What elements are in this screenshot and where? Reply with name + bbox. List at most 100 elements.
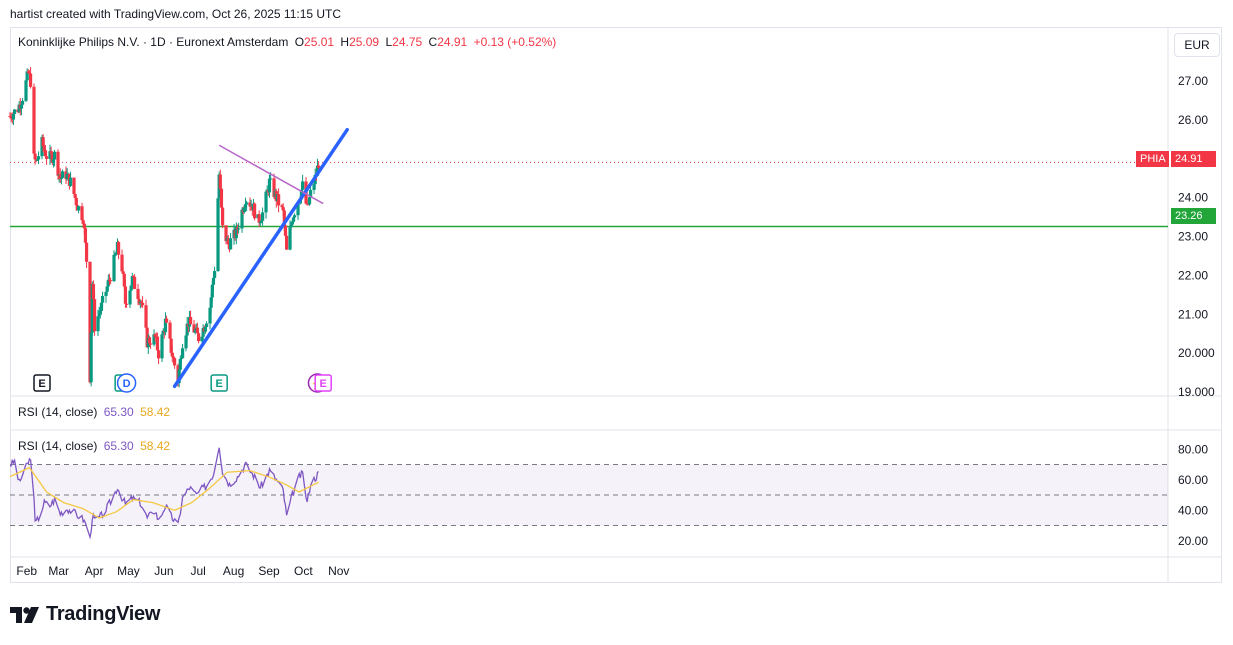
candle-body	[123, 286, 128, 304]
chart-frame	[10, 27, 1222, 583]
candle-body	[106, 279, 110, 287]
candle-body	[226, 238, 230, 245]
candle-body	[283, 225, 288, 236]
x-tick-label: Jul	[190, 564, 205, 578]
rsi-y-tick-label: 80.00	[1178, 442, 1208, 456]
candle-body	[128, 290, 132, 305]
candle-body	[228, 238, 233, 250]
candle-body	[259, 220, 264, 223]
attribution-text: hartist created with TradingView.com, Oc…	[10, 7, 342, 21]
candle-body	[84, 242, 89, 262]
candle-body	[52, 151, 57, 160]
candle-body	[73, 193, 77, 198]
event-marker-earnings-future: E	[314, 374, 332, 392]
close-value: C24.91	[428, 35, 468, 49]
event-marker-box	[33, 374, 51, 392]
candle-body	[195, 327, 200, 334]
candle-body	[301, 181, 305, 190]
candle-body	[36, 156, 41, 160]
candle-body	[97, 313, 101, 317]
candle-body	[168, 322, 172, 339]
candle-body	[83, 228, 88, 243]
x-tick-label: Apr	[85, 564, 104, 578]
candle-body	[72, 177, 76, 194]
candle-body	[242, 207, 246, 213]
rsi-line	[9, 447, 319, 540]
candle-body	[80, 206, 84, 221]
candle-body	[264, 191, 268, 213]
currency-button[interactable]: EUR	[1174, 33, 1220, 57]
candle-body	[43, 150, 48, 157]
candle-body	[219, 188, 224, 208]
event-marker-earnings-past: E	[33, 374, 51, 392]
candle-body	[155, 336, 160, 351]
x-tick-label: Jun	[154, 564, 173, 578]
rsi-label: RSI (14, close)	[18, 439, 98, 453]
candle-body	[9, 116, 13, 119]
event-marker-box	[210, 374, 228, 392]
candle-body	[179, 358, 184, 360]
candle-body	[163, 318, 168, 333]
candle-body	[196, 333, 201, 342]
candle-body	[112, 254, 116, 282]
candle-body	[124, 303, 129, 305]
open-value: O25.01	[294, 35, 335, 49]
candle-body	[148, 343, 153, 345]
candle-body	[257, 214, 261, 223]
candle-body	[90, 284, 94, 333]
candle-body	[114, 252, 118, 255]
trendline-purple	[218, 144, 324, 205]
candle-body	[169, 338, 173, 353]
event-marker-earnings: E	[210, 374, 228, 392]
candle-body	[309, 189, 313, 198]
candle-body	[92, 299, 97, 332]
y-tick-label: 24.00	[1178, 191, 1208, 205]
candle-body	[12, 109, 17, 114]
y-tick-label: 22.00	[1178, 268, 1208, 282]
candle-body	[209, 297, 213, 308]
candle-body	[240, 209, 244, 229]
event-marker-label: E	[38, 378, 45, 390]
instrument-label: Koninklijke Philips N.V. · 1D · Euronext…	[18, 35, 289, 49]
candle-body	[253, 203, 257, 219]
x-tick-label: Sep	[258, 564, 280, 578]
y-tick-label: 21.00	[1178, 307, 1208, 321]
x-tick-label: Feb	[16, 564, 37, 578]
event-marker-box	[314, 374, 332, 392]
candle-body	[40, 137, 44, 157]
candle-body	[122, 273, 126, 287]
candle-body	[88, 261, 92, 383]
candle-body	[27, 72, 32, 74]
rsi-y-tick-label: 60.00	[1178, 473, 1208, 487]
candle-body	[19, 104, 24, 109]
candle-body	[100, 296, 105, 303]
candle-body	[50, 153, 54, 163]
candle-body	[58, 174, 62, 179]
candle-body	[237, 228, 241, 230]
candle-body	[152, 334, 156, 345]
candle-body	[121, 271, 125, 274]
candle-body	[289, 224, 293, 228]
candle-body	[108, 280, 113, 282]
candle-body	[193, 330, 197, 333]
candle-body	[68, 177, 73, 186]
tradingview-logo[interactable]: TradingView	[10, 603, 160, 626]
event-marker-dividend: D	[116, 373, 137, 393]
x-tick-label: Nov	[328, 564, 349, 578]
event-marker-circle	[116, 373, 137, 393]
candle-body	[41, 137, 45, 147]
candle-body	[33, 153, 37, 160]
candle-body	[170, 352, 174, 357]
candle-body	[282, 210, 286, 226]
rsi-y-tick-label: 40.00	[1178, 503, 1208, 517]
y-tick-label: 23.00	[1178, 230, 1208, 244]
candle-body	[180, 348, 185, 359]
candle-body	[216, 198, 220, 272]
candle-body	[192, 324, 196, 333]
support-level-tag: 23.26	[1171, 208, 1216, 224]
candle-body	[200, 336, 204, 342]
candle-body	[291, 217, 296, 222]
x-tick-label: May	[117, 564, 140, 578]
candle-body	[105, 286, 109, 292]
